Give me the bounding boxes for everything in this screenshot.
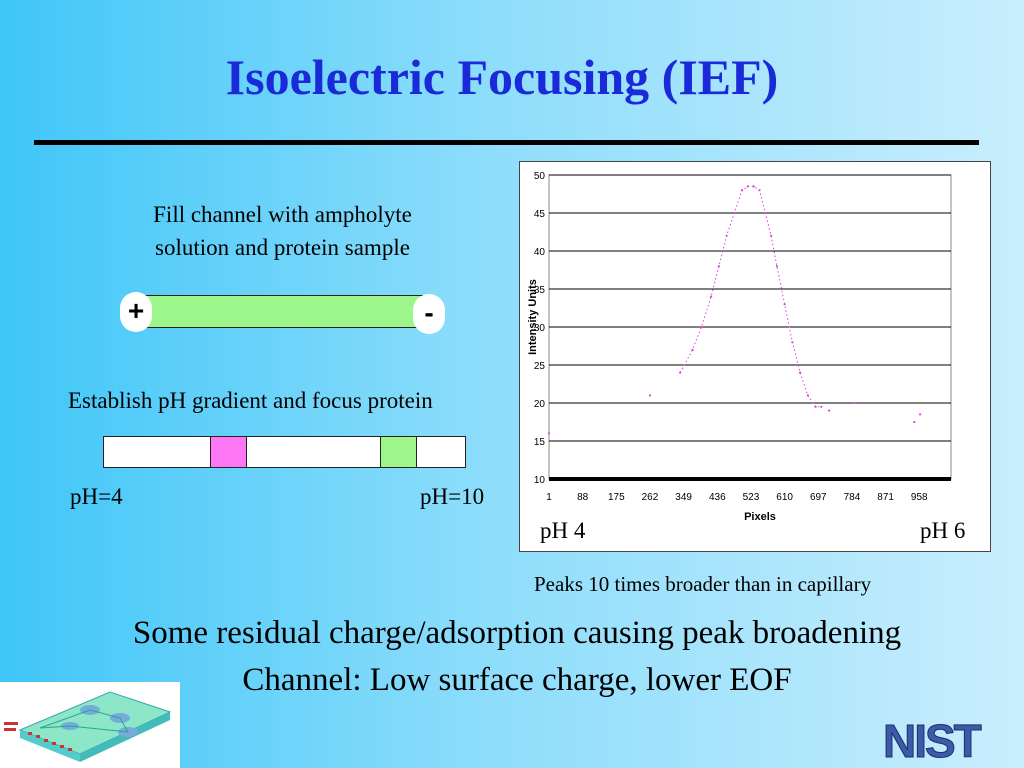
slide-title: Isoelectric Focusing (IEF): [225, 49, 779, 105]
nist-logo: NIST: [880, 715, 1020, 768]
data-point: [853, 401, 856, 405]
fill-text-line-2: solution and protein sample: [155, 235, 410, 260]
protein-band-pink: [210, 436, 247, 468]
y-tick-label: 50: [534, 171, 546, 182]
x-tick-label: 262: [642, 492, 659, 503]
data-point: [918, 413, 922, 416]
x-tick-label: 88: [577, 492, 589, 503]
chart-ph-right-label: pH 6: [920, 518, 966, 543]
x-tick-label: 958: [911, 492, 928, 503]
data-point: [710, 295, 713, 298]
y-axis-title: Intensity Units: [527, 279, 539, 355]
microfluidic-chip-image: [0, 682, 180, 768]
y-tick-label: 15: [534, 437, 546, 448]
title-underline: [34, 140, 979, 145]
x-tick-label: 784: [844, 492, 861, 503]
fill-channel-text: Fill channel with ampholyte solution and…: [90, 198, 475, 264]
data-point: [913, 420, 916, 424]
data-point: [648, 394, 652, 397]
x-tick-label: 523: [743, 492, 760, 503]
nist-logo-graphic: NIST: [883, 715, 985, 768]
data-point: [752, 185, 755, 188]
y-tick-label: 35: [534, 285, 546, 296]
data-point: [700, 325, 703, 329]
chip-illustration: [4, 691, 172, 762]
data-point: [828, 409, 831, 412]
x-tick-label: 1: [546, 492, 552, 503]
y-tick-label: 25: [534, 361, 546, 372]
intensity-chart: 10 15 20 25 30 35 40 45 50 1 88 175 262 349 436 523 610 6…: [519, 161, 991, 552]
gradient-text: Establish pH gradient and focus protein: [68, 388, 433, 413]
x-tick-label: 436: [709, 492, 726, 503]
x-tick-label: 175: [608, 492, 625, 503]
fill-text-line-1: Fill channel with ampholyte: [153, 202, 412, 227]
data-point: [775, 265, 778, 268]
nist-logo-text: NIST: [883, 715, 982, 765]
ph-gradient-strip: [103, 436, 466, 468]
chart-ph-left-label: pH 4: [540, 518, 586, 543]
bottom-text-line-1: Some residual charge/adsorption causing …: [132, 615, 902, 651]
x-tick-label: 871: [877, 492, 894, 503]
peaks-note: Peaks 10 times broader than in capillary: [534, 572, 872, 596]
ph-high-label: pH=10: [420, 484, 485, 509]
data-point: [547, 432, 551, 435]
ph-low-label: pH=4: [70, 484, 123, 509]
x-tick-label: 697: [810, 492, 827, 503]
y-tick-label: 40: [534, 247, 546, 258]
x-tick-label: 610: [776, 492, 793, 503]
y-tick-label: 30: [534, 323, 546, 334]
y-tick-label: 45: [534, 209, 546, 220]
series-line: [679, 185, 822, 408]
bottom-text-line-2: Channel: Low surface charge, lower EOF: [242, 662, 792, 698]
y-tick-label: 10: [534, 475, 546, 486]
x-tick-label: 349: [675, 492, 692, 503]
positive-electrode: +: [120, 292, 152, 332]
chart-svg: 10 15 20 25 30 35 40 45 50 1 88 175 262 349 436 523 610 6…: [527, 171, 952, 523]
y-tick-label: 20: [534, 399, 546, 410]
protein-band-green: [380, 436, 417, 468]
x-axis-title: Pixels: [744, 511, 776, 523]
data-point: [820, 405, 823, 408]
channel-diagram: [138, 295, 428, 328]
negative-electrode: -: [413, 294, 445, 334]
